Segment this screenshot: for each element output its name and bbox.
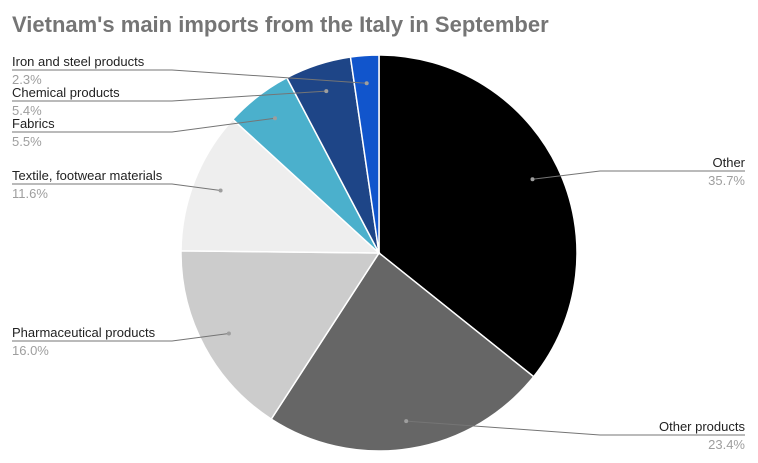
slice-label-pharmaceutical-products: Pharmaceutical products [12, 325, 156, 340]
slice-label-other-products: Other products [659, 419, 745, 434]
slice-value-other: 35.7% [708, 173, 745, 188]
slice-label-iron-and-steel-products: Iron and steel products [12, 54, 145, 69]
slice-label-chemical-products: Chemical products [12, 85, 120, 100]
pie-slice-other [378, 54, 578, 378]
leader-dot-fabrics [273, 116, 277, 121]
pie-slice-iron-and-steel-products [349, 54, 380, 254]
leader-dot-chemical-products [324, 89, 329, 94]
leader-line-fabrics [12, 117, 276, 133]
leader-dot-pharmaceutical-products [226, 331, 231, 336]
slice-value-pharmaceutical-products: 16.0% [12, 343, 49, 358]
pie-slice-pharmaceutical-products [180, 250, 381, 421]
leader-dot-other-products [404, 419, 409, 424]
slice-value-textile-footwear-materials: 11.6% [12, 186, 48, 201]
pie-slice-other-products [270, 251, 535, 452]
leader-line-textile-footwear-materials [12, 183, 221, 191]
leader-line-iron-and-steel-products [12, 69, 367, 84]
leader-line-chemical-products [12, 90, 327, 102]
slice-labels: Other 35.7% Other products 23.4% Pharmaceuti… [12, 54, 746, 452]
leader-line-pharmaceutical-products [12, 333, 229, 342]
leader-line-other-products [406, 420, 745, 436]
leader-lines [12, 69, 745, 436]
slice-label-other: Other [712, 155, 745, 170]
leader-dot-iron-and-steel-products [364, 81, 369, 86]
pie-slice-textile-footwear-materials [180, 118, 381, 254]
pie-slices [180, 54, 578, 452]
leader-dot-textile-footwear-materials [218, 188, 223, 193]
chart-title: Vietnam's main imports from the Italy in… [12, 12, 549, 37]
slice-label-fabrics: Fabrics [12, 116, 55, 131]
slice-value-chemical-products: 5.4% [12, 103, 42, 118]
leader-dot-other [530, 177, 535, 182]
slice-label-textile-footwear-materials: Textile, footwear materials [12, 168, 163, 183]
slice-value-iron-and-steel-products: 2.3% [12, 72, 42, 87]
slice-value-fabrics: 5.5% [12, 134, 42, 149]
slice-value-other-products: 23.4% [708, 437, 745, 452]
leader-line-other [532, 170, 745, 180]
